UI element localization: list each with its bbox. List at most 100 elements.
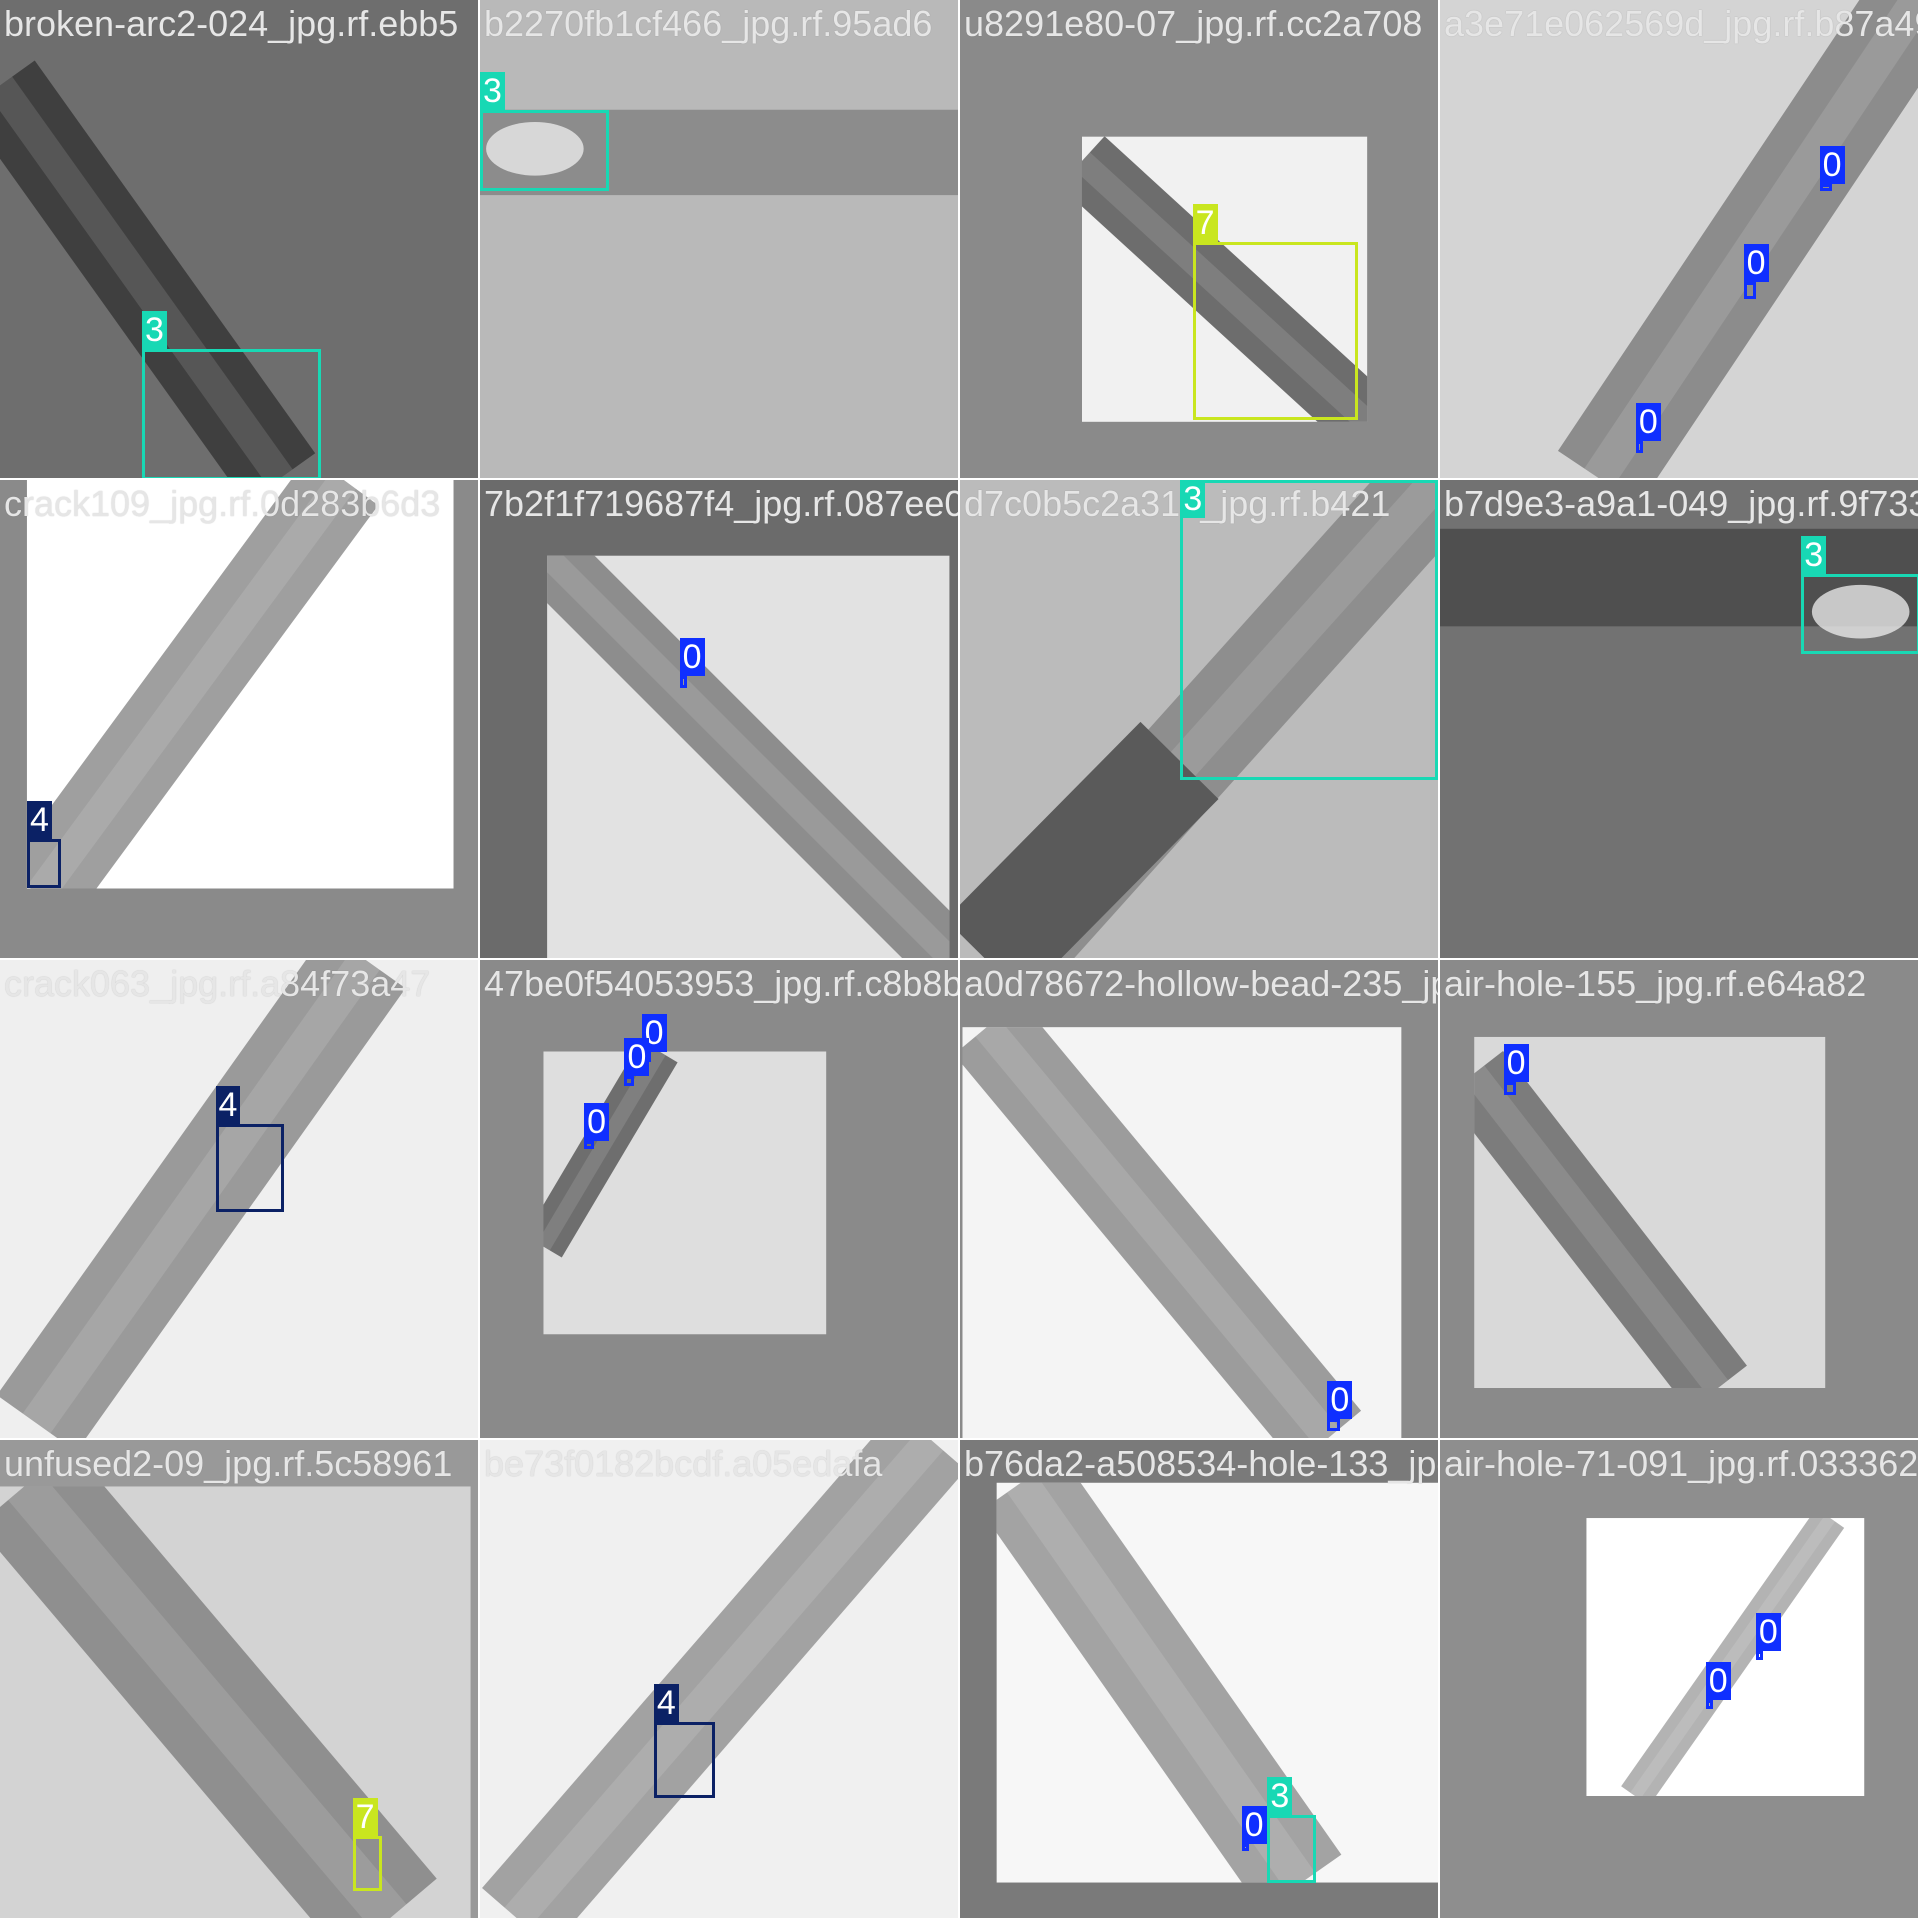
mosaic-tile: unfused2-09_jpg.rf.5c58961 7 (0, 1440, 478, 1918)
mosaic-tile: broken-arc2-024_jpg.rf.ebb5 3 (0, 0, 478, 478)
radiograph (1440, 480, 1918, 958)
detection-label: 4 (26, 800, 52, 839)
weld-seam (0, 60, 316, 478)
detection-label: 0 (1635, 402, 1661, 441)
mosaic-tile: d7c0b5c2a319_jpg.rf.b421 3 (960, 480, 1438, 958)
detection-label: 0 (1819, 145, 1845, 184)
mosaic-tile: air-hole-155_jpg.rf.e64a82 0 (1440, 960, 1918, 1438)
mosaic-tile: 47be0f54053953_jpg.rf.c8b8b5 0 0 0 (480, 960, 958, 1438)
radiograph (1440, 0, 1918, 478)
mosaic-tile: be73f0182bcdf.a05edafa 4 (480, 1440, 958, 1918)
detection-box (1180, 480, 1438, 780)
detection-label: 3 (1801, 536, 1827, 575)
image-filename: b7d9e3-a9a1-049_jpg.rf.9f733 (1444, 483, 1918, 524)
detection-label: 0 (624, 1038, 650, 1077)
detection-label: 4 (653, 1683, 679, 1722)
image-filename: air-hole-71-091_jpg.rf.033362 (1444, 1443, 1918, 1484)
radiograph (962, 1027, 1402, 1438)
detection-box (352, 1835, 383, 1891)
detection-label: 3 (1267, 1776, 1293, 1815)
detection-box (480, 110, 609, 192)
mosaic-tile: crack063_jpg.rf.a84f73a47 4 (0, 960, 478, 1438)
xray-image (480, 1440, 958, 1918)
xray-image (0, 480, 478, 958)
detection-box (1819, 183, 1832, 192)
radiograph (960, 480, 1438, 958)
mosaic-tile: crack109_jpg.rf.0d283b6d3 4 (0, 480, 478, 958)
xray-image (1440, 480, 1918, 958)
radiograph (1081, 136, 1368, 422)
xray-image (960, 480, 1438, 958)
xray-image (1440, 0, 1918, 478)
detection-label: 0 (679, 637, 705, 676)
image-filename: be73f0182bcdf.a05edafa (484, 1443, 883, 1484)
detection-box (142, 348, 321, 478)
weld-seam (482, 1440, 958, 1918)
image-filename: 7b2f1f719687f4_jpg.rf.087ee0 (484, 483, 958, 524)
radiograph (0, 1486, 471, 1918)
detection-box (1241, 1844, 1249, 1852)
image-filename: air-hole-155_jpg.rf.e64a82 (1444, 963, 1867, 1004)
xray-image (480, 960, 958, 1438)
mosaic-tile: b2270fb1cf466_jpg.rf.95ad6 3 (480, 0, 958, 478)
mosaic-tile: 7b2f1f719687f4_jpg.rf.087ee0 0 (480, 480, 958, 958)
radiograph (543, 1051, 827, 1335)
detection-box (653, 1721, 716, 1798)
image-filename: d7c0b5c2a319_jpg.rf.b421 (964, 483, 1391, 524)
mosaic-tile: a0d78672-hollow-bead-235_jpg.rf 0 (960, 960, 1438, 1438)
weld-seam (962, 1027, 1362, 1438)
detection-box (1503, 1082, 1516, 1095)
detection-label: 7 (1192, 204, 1218, 243)
detection-label: 0 (1241, 1806, 1267, 1845)
detection-box (1267, 1814, 1317, 1884)
weld-seam (0, 960, 406, 1438)
detection-label: 0 (1705, 1661, 1731, 1700)
radiograph (480, 1440, 958, 1918)
xray-image (480, 0, 958, 478)
image-filename: crack109_jpg.rf.0d283b6d3 (4, 483, 441, 524)
weld-seam (1621, 1518, 1845, 1797)
radiograph (1586, 1518, 1865, 1797)
image-filename: unfused2-09_jpg.rf.5c58961 (4, 1443, 453, 1484)
xray-image (960, 0, 1438, 478)
detection-box (1801, 574, 1918, 654)
xray-image (960, 960, 1438, 1438)
weld-seam (1081, 136, 1368, 422)
image-filename: 47be0f54053953_jpg.rf.c8b8b5 (484, 963, 958, 1004)
detection-box (679, 675, 687, 689)
radiograph (1474, 1036, 1826, 1389)
xray-image (0, 0, 478, 478)
mosaic-tile: u8291e80-07_jpg.rf.cc2a708 7 (960, 0, 1438, 478)
radiograph (547, 555, 950, 958)
detection-label: 0 (1503, 1044, 1529, 1083)
weld-seam (0, 1486, 437, 1918)
detection-box (1743, 281, 1756, 299)
xray-image (0, 960, 478, 1438)
detection-box (26, 838, 62, 888)
image-filename: a0d78672-hollow-bead-235_jpg.rf (964, 963, 1438, 1004)
detection-label: 0 (1743, 243, 1769, 282)
detection-label: 0 (1755, 1612, 1781, 1651)
weld-seam (543, 1051, 678, 1258)
mosaic-tile: air-hole-71-091_jpg.rf.033362 0 0 (1440, 1440, 1918, 1918)
detection-label: 0 (1327, 1381, 1353, 1420)
radiograph (996, 1482, 1438, 1883)
detection-box (1705, 1699, 1714, 1710)
xray-image (480, 480, 958, 958)
detection-label: 3 (1180, 480, 1206, 518)
detection-box (1755, 1650, 1764, 1661)
weld-seam (1474, 1050, 1747, 1389)
radiograph (26, 480, 454, 889)
radiograph (0, 960, 478, 1438)
radiograph (480, 0, 958, 478)
image-filename: b2270fb1cf466_jpg.rf.95ad6 (484, 3, 933, 44)
detection-label: 3 (142, 310, 167, 349)
image-filename: crack063_jpg.rf.a84f73a47 (4, 963, 431, 1004)
detection-box (1192, 242, 1358, 420)
weld-seam (547, 555, 950, 958)
weld-seam (26, 480, 379, 889)
detection-box (1327, 1419, 1340, 1432)
image-filename: broken-arc2-024_jpg.rf.ebb5 (4, 3, 459, 44)
detection-label: 4 (215, 1086, 241, 1125)
image-filename: a3e71e062569d_jpg.rf.b87a49 (1444, 3, 1918, 44)
